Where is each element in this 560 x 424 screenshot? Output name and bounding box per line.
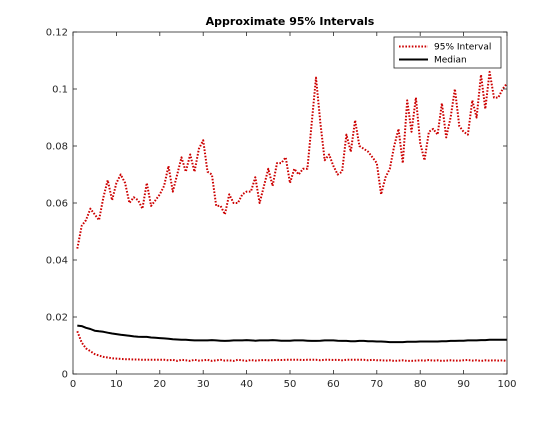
x-tick-label: 10	[110, 379, 123, 390]
chart-title: Approximate 95% Intervals	[206, 15, 375, 28]
y-tick-label: 0.1	[52, 85, 68, 96]
y-tick-label: 0.06	[46, 199, 68, 210]
legend-box	[393, 36, 502, 69]
legend-label-interval: 95% Interval	[434, 43, 491, 53]
x-tick-label: 100	[497, 379, 516, 390]
legend: 95% Interval Median	[393, 36, 502, 69]
x-tick-label: 50	[284, 379, 297, 390]
y-tick-label: 0.04	[46, 256, 68, 267]
y-tick-label: 0.08	[46, 142, 68, 153]
series-line-interval-lower	[76, 330, 508, 363]
y-tick-label: 0	[62, 370, 68, 381]
series-line-median	[77, 324, 507, 344]
x-tick-label: 40	[240, 379, 253, 390]
x-tick-label: 90	[457, 379, 470, 390]
y-tick-label: 0.12	[46, 28, 68, 39]
series-layer	[76, 70, 508, 363]
x-tick-label: 30	[197, 379, 210, 390]
series-line-interval-upper	[76, 70, 508, 249]
plot-area	[73, 32, 507, 374]
x-tick-label: 60	[327, 379, 340, 390]
x-tick-label: 0	[70, 379, 76, 390]
x-tick-label: 80	[414, 379, 427, 390]
y-tick-label: 0.02	[46, 313, 68, 324]
x-tick-label: 70	[370, 379, 383, 390]
axes-layer: 0 10 20 30 40 50 60 70 80 90 100 0 0.02 0.04 0.06 0.08 0…	[46, 28, 517, 391]
legend-label-median: Median	[434, 56, 467, 66]
x-tick-label: 20	[153, 379, 166, 390]
